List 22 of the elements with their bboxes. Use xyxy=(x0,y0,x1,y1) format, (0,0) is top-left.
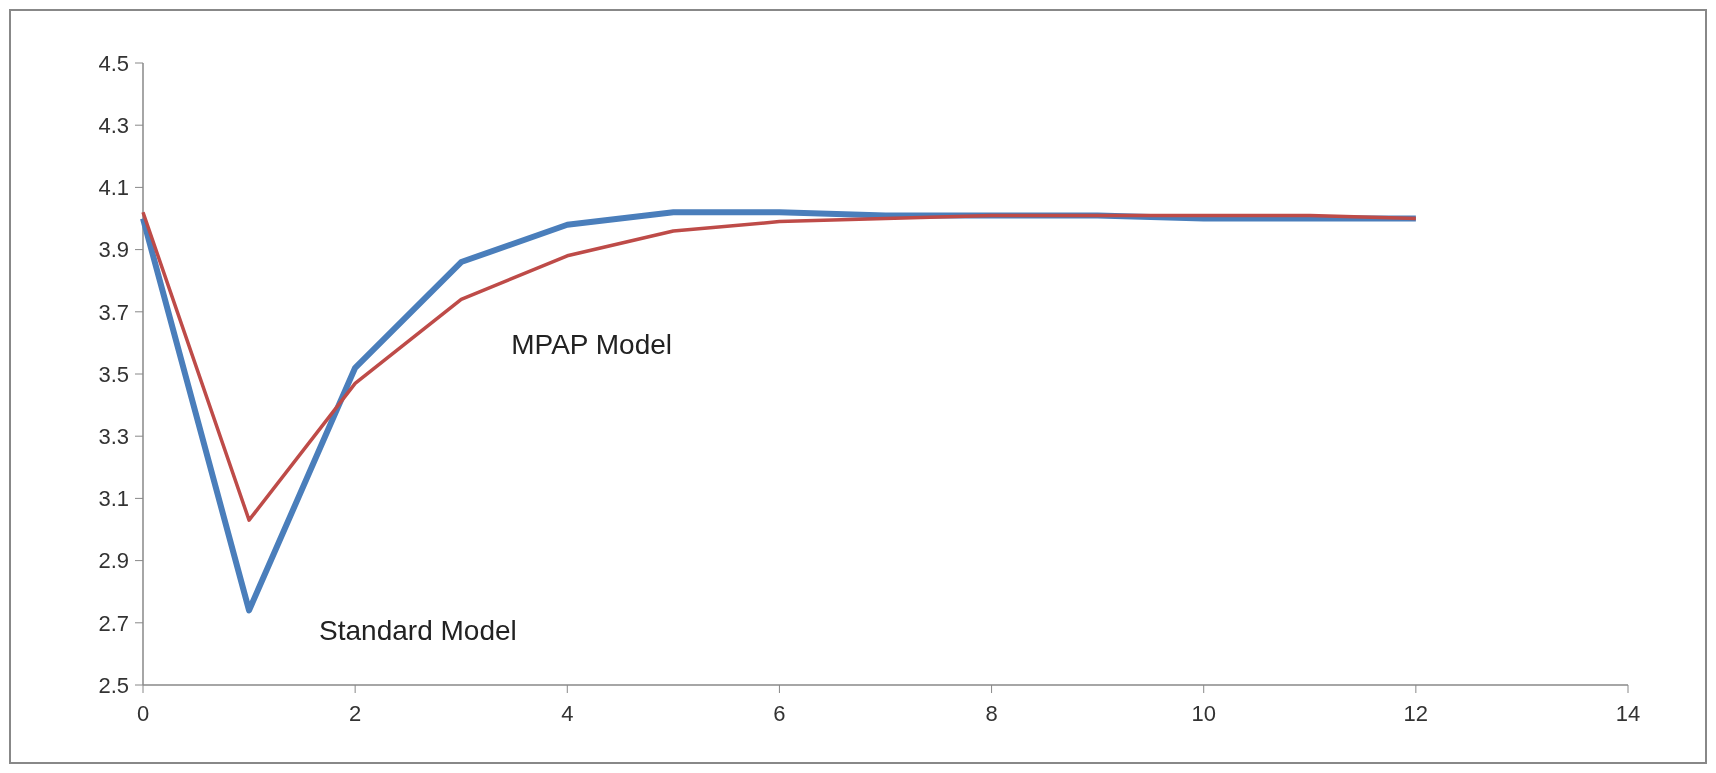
y-tick-label: 4.1 xyxy=(98,175,129,201)
y-tick-label: 2.9 xyxy=(98,548,129,574)
text: Standard Model xyxy=(319,615,517,647)
x-tick-label: 10 xyxy=(1191,701,1216,726)
series-label: MPAP Model xyxy=(511,329,673,361)
y-tick-label: 3.7 xyxy=(98,299,129,325)
x-tick-label: 8 xyxy=(985,701,998,726)
x-tick-label: 0 xyxy=(136,701,150,726)
x-tick-label: 2 xyxy=(349,701,362,726)
y-tick-label: 2.7 xyxy=(98,610,129,636)
x-tick-label: 14 xyxy=(1615,701,1641,726)
x-tick-label: 6 xyxy=(773,701,786,726)
y-tick-label: 4.5 xyxy=(98,50,129,76)
x-tick-label: 12 xyxy=(1403,701,1429,726)
y-tick-label: 4.3 xyxy=(98,112,129,138)
line-series xyxy=(141,210,1418,522)
y-tick-label: 3.9 xyxy=(98,237,129,263)
y-tick-label: 2.5 xyxy=(98,672,129,698)
y-tick-label: 3.1 xyxy=(98,486,129,512)
y-tick-label: 3.5 xyxy=(98,361,129,387)
x-tick-label: 4 xyxy=(561,701,574,726)
y-tick-label: 3.3 xyxy=(98,423,129,449)
